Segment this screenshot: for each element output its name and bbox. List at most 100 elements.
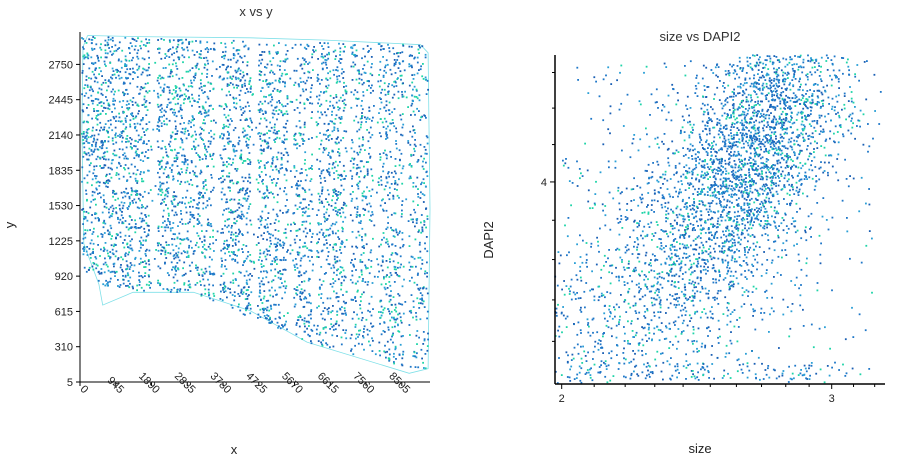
data-point (420, 267, 422, 270)
data-point (743, 128, 746, 131)
data-point (381, 121, 384, 124)
data-point (231, 78, 233, 80)
data-point (92, 268, 95, 271)
data-point (172, 196, 175, 198)
data-point (139, 88, 142, 91)
data-point (82, 110, 85, 113)
data-point (158, 51, 161, 54)
data-point (310, 302, 312, 305)
data-point (714, 211, 716, 214)
data-point (107, 38, 110, 41)
data-point (242, 187, 245, 190)
data-point (118, 286, 121, 288)
data-point (240, 156, 242, 159)
data-point (200, 224, 203, 227)
data-point (247, 286, 250, 288)
data-point (95, 203, 97, 206)
data-point (416, 283, 419, 286)
data-point (139, 159, 142, 161)
data-point (274, 259, 277, 262)
data-point (422, 160, 424, 163)
data-point (190, 179, 192, 181)
data-point (259, 54, 261, 56)
data-point (413, 95, 416, 98)
data-point (136, 190, 139, 192)
data-point (370, 295, 373, 298)
data-point (342, 269, 345, 272)
data-point (105, 179, 108, 182)
data-point (247, 146, 250, 149)
data-point (181, 54, 184, 57)
x-tick-label: 1890 (136, 370, 162, 396)
data-point (111, 111, 113, 113)
data-point (351, 259, 353, 261)
data-point (336, 194, 338, 197)
data-point (391, 316, 393, 319)
data-point (181, 171, 183, 174)
data-point (301, 318, 304, 321)
data-point (223, 134, 225, 137)
data-point (122, 258, 124, 261)
data-point (302, 187, 305, 190)
data-point (394, 72, 397, 74)
data-point (228, 134, 230, 136)
data-point (147, 192, 150, 195)
data-point (103, 60, 106, 63)
data-point (176, 152, 179, 154)
data-point (169, 252, 172, 255)
data-point (285, 193, 288, 196)
data-point (261, 210, 264, 213)
data-point (148, 284, 150, 287)
data-point (105, 185, 108, 188)
data-point (184, 288, 187, 291)
data-point (380, 243, 382, 246)
data-point (383, 350, 386, 353)
data-point (311, 256, 313, 258)
data-point (158, 282, 161, 285)
data-point (344, 89, 347, 92)
data-point (311, 236, 313, 238)
data-point (294, 223, 296, 225)
data-point (104, 39, 107, 42)
data-point (234, 278, 237, 280)
data-point (128, 205, 130, 208)
data-point (158, 242, 160, 245)
data-point (332, 282, 335, 285)
data-point (162, 91, 165, 93)
data-point (125, 104, 128, 106)
data-point (380, 179, 383, 182)
data-point (138, 281, 141, 283)
data-point (234, 69, 237, 72)
data-point (258, 132, 261, 134)
data-point (129, 201, 132, 204)
data-point (360, 253, 363, 256)
data-point (261, 217, 263, 219)
data-point (357, 97, 360, 100)
data-point (367, 210, 370, 213)
data-point (396, 189, 398, 191)
data-point (166, 181, 168, 184)
data-point (320, 250, 323, 253)
data-point (123, 93, 126, 95)
data-point (364, 281, 367, 283)
data-point (378, 85, 381, 88)
data-point (357, 153, 360, 156)
data-point (421, 298, 423, 301)
data-point (234, 76, 237, 79)
data-point (267, 299, 270, 302)
data-point (303, 211, 306, 214)
data-point (321, 249, 324, 252)
data-point (200, 169, 202, 172)
data-point (367, 140, 370, 143)
data-point (262, 308, 264, 311)
data-point (308, 215, 311, 217)
data-point (340, 72, 343, 75)
data-point (326, 343, 329, 346)
data-point (147, 214, 150, 217)
data-point (397, 293, 400, 295)
data-point (225, 68, 227, 71)
data-point (362, 47, 365, 50)
data-point (97, 114, 100, 116)
data-point (147, 50, 150, 53)
data-point (420, 231, 423, 234)
